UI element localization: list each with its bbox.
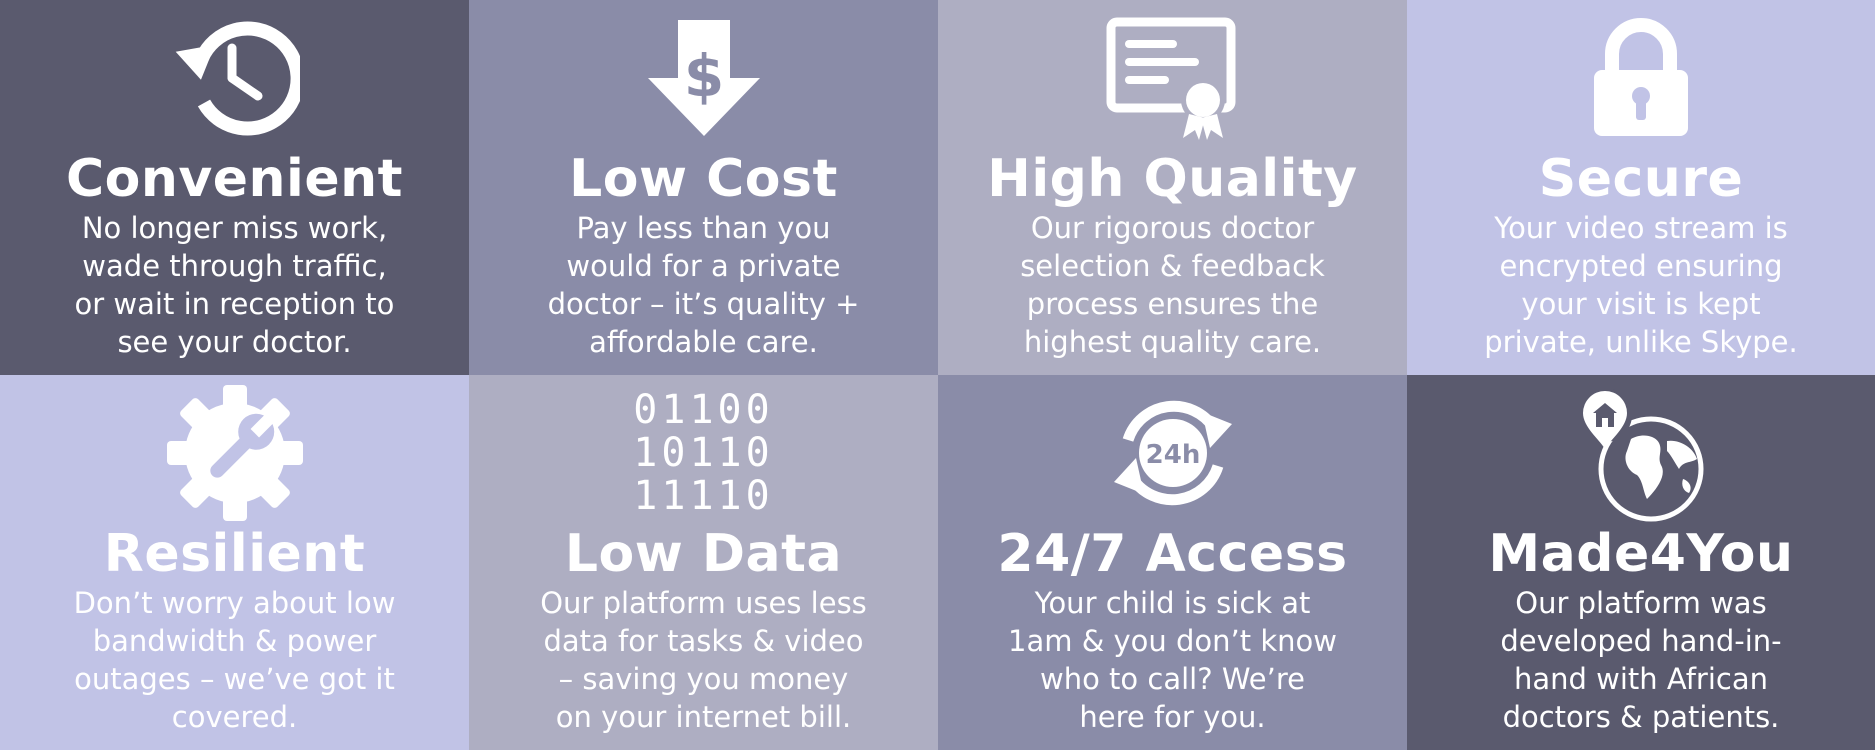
tile-low-data: 01100 10110 11110 Low Data Our platform … xyxy=(469,375,938,750)
description-line: doctors & patients. xyxy=(1502,700,1780,734)
tile-low-cost: $ Low Cost Pay less than you would for a… xyxy=(469,0,938,375)
feature-title: Low Cost xyxy=(569,149,838,209)
description-line: affordable care. xyxy=(589,325,818,359)
24h-cycle-icon: 24h xyxy=(938,389,1407,517)
description-line: Our rigorous doctor xyxy=(1030,211,1315,245)
feature-description: Don’t worry about low bandwidth & power … xyxy=(40,584,429,736)
description-line: on your internet bill. xyxy=(555,700,852,734)
description-line: Pay less than you xyxy=(576,211,831,245)
description-line: data for tasks & video xyxy=(543,624,864,658)
description-line: or wait in reception to xyxy=(74,287,395,321)
dollar-sign: $ xyxy=(683,42,723,110)
24h-label: 24h xyxy=(1145,440,1200,470)
certificate-icon xyxy=(938,14,1407,142)
description-line: highest quality care. xyxy=(1023,325,1322,359)
description-line: your visit is kept xyxy=(1521,287,1761,321)
feature-description: Our platform uses less data for tasks & … xyxy=(509,584,898,736)
feature-title: Low Data xyxy=(564,524,843,584)
padlock-icon xyxy=(1407,14,1875,142)
feature-description: Pay less than you would for a private do… xyxy=(509,209,898,361)
description-line: Your child is sick at xyxy=(1034,586,1311,620)
globe-home-pin-icon xyxy=(1407,388,1875,522)
description-line: Our platform uses less xyxy=(540,586,867,620)
description-line: Your video stream is xyxy=(1494,211,1788,245)
description-line: Our platform was xyxy=(1515,586,1767,620)
feature-description: Your child is sick at 1am & you don’t kn… xyxy=(978,584,1367,736)
binary-row: 11110 xyxy=(633,472,774,519)
description-line: outages – we’ve got it xyxy=(74,662,395,696)
binary-data-icon: 01100 10110 11110 xyxy=(469,386,938,519)
tile-resilient: Resilient Don’t worry about low bandwidt… xyxy=(0,375,469,750)
feature-description: Your video stream is encrypted ensuring … xyxy=(1447,209,1835,361)
description-line: developed hand-in- xyxy=(1500,624,1782,658)
description-line: 1am & you don’t know xyxy=(1008,624,1337,658)
description-line: selection & feedback xyxy=(1020,249,1325,283)
feature-title: 24/7 Access xyxy=(997,524,1348,584)
description-line: covered. xyxy=(171,700,298,734)
tile-24-7-access: 24h 24/7 Access Your child is sick at 1a… xyxy=(938,375,1407,750)
dollar-down-arrow-icon: $ xyxy=(469,14,938,142)
description-line: private, unlike Skype. xyxy=(1484,325,1798,359)
description-line: process ensures the xyxy=(1026,287,1319,321)
description-line: here for you. xyxy=(1079,700,1266,734)
feature-title: High Quality xyxy=(987,149,1358,209)
description-line: see your doctor. xyxy=(117,325,352,359)
history-clock-icon xyxy=(0,14,469,142)
description-line: who to call? We’re xyxy=(1040,662,1305,696)
feature-title: Secure xyxy=(1538,149,1744,209)
feature-title: Made4You xyxy=(1488,524,1794,584)
feature-description: Our rigorous doctor selection & feedback… xyxy=(978,209,1367,361)
tile-secure: Secure Your video stream is encrypted en… xyxy=(1407,0,1875,375)
tile-convenient: Convenient No longer miss work, wade thr… xyxy=(0,0,469,375)
feature-description: No longer miss work, wade through traffi… xyxy=(40,209,429,361)
description-line: doctor – it’s quality + xyxy=(547,287,860,321)
description-line: bandwidth & power xyxy=(92,624,377,658)
description-line: wade through traffic, xyxy=(82,249,387,283)
feature-title: Convenient xyxy=(65,149,404,209)
description-line: encrypted ensuring xyxy=(1499,249,1783,283)
tile-made4you: Made4You Our platform was developed hand… xyxy=(1407,375,1875,750)
feature-title: Resilient xyxy=(103,524,366,584)
binary-row: 01100 xyxy=(633,386,774,433)
description-line: Don’t worry about low xyxy=(73,586,396,620)
description-line: hand with African xyxy=(1514,662,1768,696)
description-line: would for a private xyxy=(566,249,841,283)
binary-row: 10110 xyxy=(633,429,774,476)
gear-wrench-icon xyxy=(0,385,469,521)
feature-description: Our platform was developed hand-in- hand… xyxy=(1447,584,1835,736)
description-line: No longer miss work, xyxy=(81,211,388,245)
tile-high-quality: High Quality Our rigorous doctor selecti… xyxy=(938,0,1407,375)
description-line: – saving you money xyxy=(558,662,849,696)
